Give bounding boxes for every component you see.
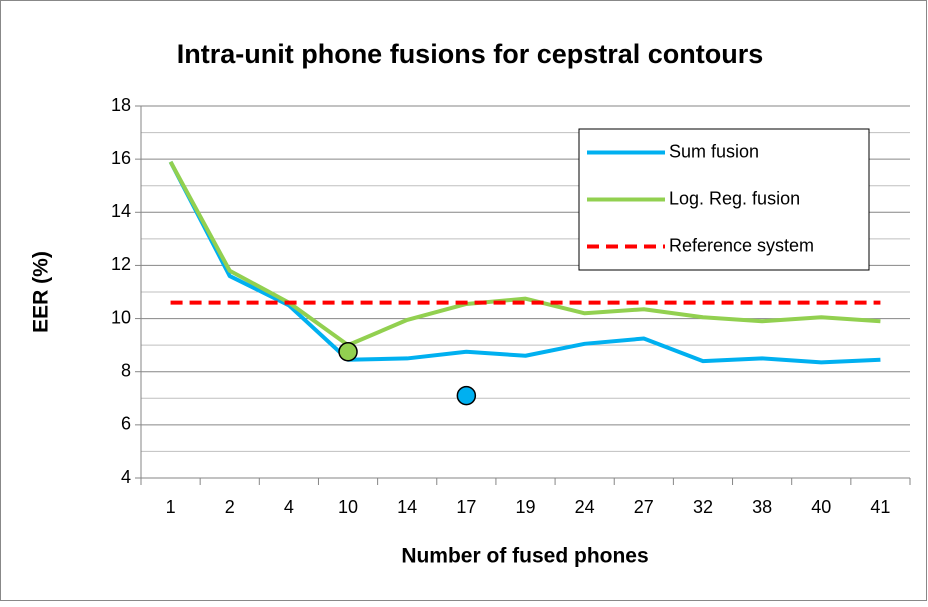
y-tick-label: 16 [111,148,131,168]
legend-label: Log. Reg. fusion [669,188,800,208]
x-tick-label: 38 [752,497,772,517]
x-tick-label: 1 [166,497,176,517]
y-tick-label: 4 [121,467,131,487]
highlight-point [456,385,477,406]
y-tick-label: 6 [121,414,131,434]
x-tick-label: 41 [870,497,890,517]
legend-label: Reference system [669,235,814,255]
x-tick-label: 32 [693,497,713,517]
x-tick-label: 14 [397,497,417,517]
x-tick-label: 19 [515,497,535,517]
x-tick-label: 24 [575,497,595,517]
y-tick-label: 10 [111,307,131,327]
y-tick-label: 18 [111,95,131,115]
x-tick-label: 27 [634,497,654,517]
x-tick-label: 40 [811,497,831,517]
x-tick-label: 17 [456,497,476,517]
x-tick-label: 2 [225,497,235,517]
legend-label: Sum fusion [669,141,759,161]
x-tick-label: 4 [284,497,294,517]
series-line [168,160,881,365]
y-axis-label: EER (%) [30,251,53,333]
highlight-point [338,342,358,362]
x-tick-label: 10 [338,497,358,517]
y-tick-label: 14 [111,201,131,221]
y-tick-label: 8 [121,360,131,380]
chart-title: Intra-unit phone fusions for cepstral co… [177,39,764,69]
x-axis-label: Number of fused phones [401,545,648,568]
y-tick-label: 12 [111,254,131,274]
